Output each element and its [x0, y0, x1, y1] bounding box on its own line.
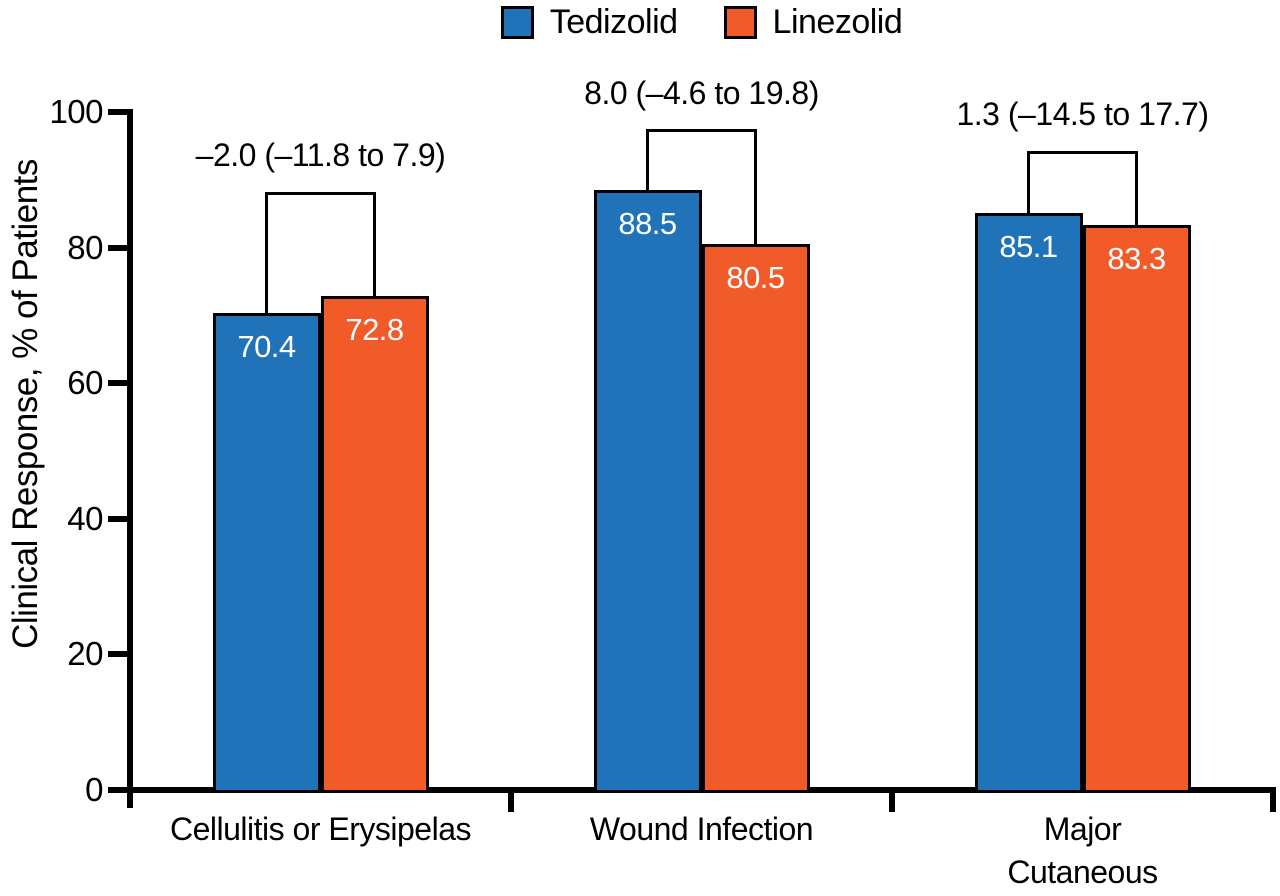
y-tick-40 [108, 515, 130, 522]
x-boundary-tick-2 [889, 790, 895, 812]
tedizolid-legend-label: Tedizolid [549, 3, 678, 41]
difference-annotation-2: 1.3 (–14.5 to 17.7) [956, 96, 1209, 132]
bar-tedizolid-1 [593, 189, 702, 793]
bracket-right-leg-1 [754, 130, 757, 245]
tedizolid-swatch-icon [500, 5, 534, 39]
bracket-horizontal-0 [265, 191, 376, 195]
linezolid-legend-label: Linezolid [772, 3, 903, 41]
category-label-0: Cellulitis or Erysipelas [170, 811, 471, 847]
bracket-horizontal-1 [646, 129, 757, 133]
bracket-right-leg-0 [373, 193, 376, 297]
x-boundary-tick-3 [1270, 790, 1276, 812]
bar-value-label-linezolid-2: 83.3 [1107, 241, 1166, 277]
y-tick-label-20: 20 [67, 635, 103, 673]
legend-item-linezolid: Linezolid [723, 2, 903, 42]
bar-tedizolid-0 [212, 312, 321, 793]
bar-value-label-tedizolid-2: 85.1 [999, 229, 1058, 265]
bar-value-label-linezolid-1: 80.5 [726, 260, 785, 296]
y-tick-100 [108, 109, 130, 115]
y-tick-label-80: 80 [67, 228, 103, 266]
y-tick-label-40: 40 [67, 499, 103, 537]
bar-tedizolid-2 [974, 213, 1083, 793]
legend-item-tedizolid: Tedizolid [500, 2, 678, 42]
bar-linezolid-0 [320, 296, 429, 793]
y-tick-label-60: 60 [67, 364, 103, 402]
y-tick-0 [108, 787, 130, 793]
linezolid-swatch-icon [723, 5, 757, 39]
y-tick-80 [108, 244, 130, 251]
bracket-horizontal-2 [1027, 150, 1138, 154]
category-label-2: Major Cutaneous Abscess [1007, 811, 1158, 890]
bar-linezolid-1 [701, 244, 810, 793]
bracket-left-leg-1 [646, 130, 649, 190]
y-tick-20 [108, 651, 130, 658]
bracket-left-leg-2 [1027, 152, 1030, 214]
y-tick-label-100: 100 [49, 93, 103, 130]
bar-value-label-linezolid-0: 72.8 [345, 312, 404, 348]
bar-value-label-tedizolid-0: 70.4 [237, 328, 296, 364]
y-axis-line [127, 109, 133, 808]
bracket-right-leg-2 [1135, 152, 1138, 226]
legend: Tedizolid Linezolid [130, 2, 1273, 42]
difference-annotation-1: 8.0 (–4.6 to 19.8) [584, 74, 819, 111]
category-label-1: Wound Infection [589, 811, 814, 847]
x-boundary-tick-1 [508, 790, 514, 812]
y-tick-label-0: 0 [85, 771, 103, 808]
bar-value-label-tedizolid-1: 88.5 [618, 205, 677, 241]
bar-linezolid-2 [1082, 225, 1191, 793]
bracket-left-leg-0 [265, 193, 268, 313]
difference-annotation-0: –2.0 (–11.8 to 7.9) [195, 137, 446, 174]
y-tick-60 [108, 380, 130, 387]
